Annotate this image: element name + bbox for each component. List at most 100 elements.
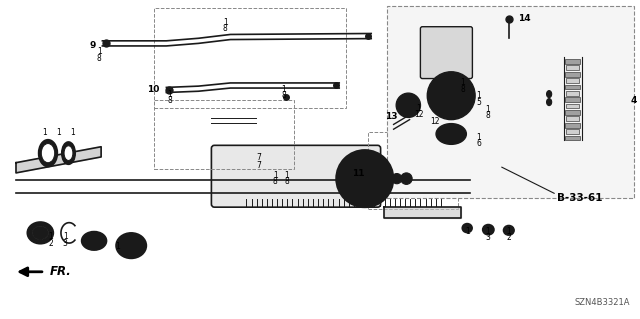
Text: 13: 13 bbox=[385, 112, 398, 121]
Ellipse shape bbox=[32, 226, 49, 240]
Ellipse shape bbox=[28, 222, 53, 244]
Ellipse shape bbox=[442, 128, 461, 140]
Text: 4: 4 bbox=[630, 96, 637, 105]
Text: 1: 1 bbox=[273, 171, 278, 180]
Text: 12: 12 bbox=[414, 110, 423, 119]
Text: 1: 1 bbox=[70, 128, 75, 137]
Text: 1: 1 bbox=[42, 128, 47, 137]
Bar bbox=[565, 59, 580, 64]
Text: 9: 9 bbox=[90, 41, 96, 50]
Circle shape bbox=[437, 81, 465, 110]
Ellipse shape bbox=[547, 91, 552, 98]
Polygon shape bbox=[384, 207, 461, 218]
Ellipse shape bbox=[116, 233, 147, 258]
Text: 1: 1 bbox=[97, 47, 102, 56]
Text: 10: 10 bbox=[147, 85, 160, 94]
Text: 1: 1 bbox=[476, 91, 481, 100]
Ellipse shape bbox=[122, 237, 141, 254]
Text: 2: 2 bbox=[48, 239, 53, 248]
Text: 8: 8 bbox=[167, 96, 172, 105]
Text: 12: 12 bbox=[431, 117, 440, 126]
Ellipse shape bbox=[504, 226, 514, 235]
Ellipse shape bbox=[462, 224, 472, 233]
Text: FR.: FR. bbox=[50, 265, 72, 278]
Text: 7: 7 bbox=[257, 161, 262, 170]
Bar bbox=[566, 129, 579, 134]
Circle shape bbox=[381, 173, 393, 184]
Ellipse shape bbox=[64, 146, 73, 160]
Text: B-33-61: B-33-61 bbox=[557, 193, 602, 203]
Ellipse shape bbox=[483, 225, 494, 235]
Circle shape bbox=[396, 93, 420, 117]
Bar bbox=[565, 123, 580, 128]
Text: 1: 1 bbox=[460, 78, 465, 87]
Ellipse shape bbox=[86, 235, 102, 247]
Text: 1: 1 bbox=[485, 105, 490, 114]
Ellipse shape bbox=[82, 232, 106, 250]
Circle shape bbox=[373, 174, 382, 183]
Bar bbox=[566, 104, 579, 108]
Ellipse shape bbox=[38, 140, 58, 167]
Text: 1: 1 bbox=[485, 227, 490, 236]
Text: 3: 3 bbox=[63, 239, 68, 248]
Text: 1: 1 bbox=[115, 242, 120, 251]
Text: 8: 8 bbox=[460, 85, 465, 94]
Text: 1: 1 bbox=[284, 171, 289, 180]
Ellipse shape bbox=[547, 99, 552, 106]
Text: 2: 2 bbox=[506, 234, 511, 242]
Ellipse shape bbox=[88, 237, 100, 245]
Ellipse shape bbox=[32, 226, 49, 240]
Text: 1: 1 bbox=[167, 90, 172, 99]
Ellipse shape bbox=[506, 227, 512, 234]
Bar bbox=[154, 8, 346, 108]
Bar bbox=[566, 116, 579, 121]
Text: 1: 1 bbox=[281, 85, 286, 94]
Circle shape bbox=[401, 98, 415, 112]
Text: 1: 1 bbox=[48, 232, 53, 241]
Circle shape bbox=[384, 175, 390, 182]
Bar bbox=[566, 65, 579, 70]
Ellipse shape bbox=[436, 124, 467, 145]
Text: 6: 6 bbox=[476, 139, 481, 148]
Bar bbox=[565, 97, 580, 102]
Ellipse shape bbox=[464, 225, 470, 231]
Ellipse shape bbox=[62, 142, 75, 164]
Ellipse shape bbox=[42, 144, 54, 163]
Text: 1: 1 bbox=[63, 232, 68, 241]
Bar bbox=[387, 6, 634, 198]
Bar bbox=[565, 85, 580, 89]
Text: 1: 1 bbox=[476, 133, 481, 142]
Bar bbox=[368, 132, 458, 209]
Circle shape bbox=[428, 72, 475, 120]
Polygon shape bbox=[16, 147, 101, 173]
FancyBboxPatch shape bbox=[420, 27, 472, 78]
Bar bbox=[565, 72, 580, 77]
Bar bbox=[566, 91, 579, 96]
Ellipse shape bbox=[484, 226, 492, 233]
Text: 1: 1 bbox=[56, 128, 61, 137]
Circle shape bbox=[352, 166, 378, 191]
Circle shape bbox=[394, 176, 399, 182]
Text: 1: 1 bbox=[506, 227, 511, 236]
Circle shape bbox=[392, 174, 402, 184]
Text: 5: 5 bbox=[476, 98, 481, 107]
Circle shape bbox=[371, 172, 385, 186]
Text: 11: 11 bbox=[352, 169, 365, 178]
Circle shape bbox=[403, 175, 410, 182]
Text: 8: 8 bbox=[281, 91, 286, 100]
Circle shape bbox=[344, 158, 385, 199]
Ellipse shape bbox=[124, 240, 138, 252]
Circle shape bbox=[401, 173, 412, 184]
FancyBboxPatch shape bbox=[211, 145, 381, 207]
Bar bbox=[565, 110, 580, 115]
Text: 7: 7 bbox=[257, 153, 262, 162]
Text: 1: 1 bbox=[416, 104, 421, 113]
Text: 8: 8 bbox=[223, 24, 228, 33]
Text: 8: 8 bbox=[284, 177, 289, 186]
Bar bbox=[565, 136, 580, 140]
Text: 1: 1 bbox=[223, 18, 228, 27]
Bar bbox=[566, 78, 579, 83]
Text: SZN4B3321A: SZN4B3321A bbox=[575, 298, 630, 307]
Text: 14: 14 bbox=[518, 14, 531, 23]
Text: 8: 8 bbox=[97, 54, 102, 63]
